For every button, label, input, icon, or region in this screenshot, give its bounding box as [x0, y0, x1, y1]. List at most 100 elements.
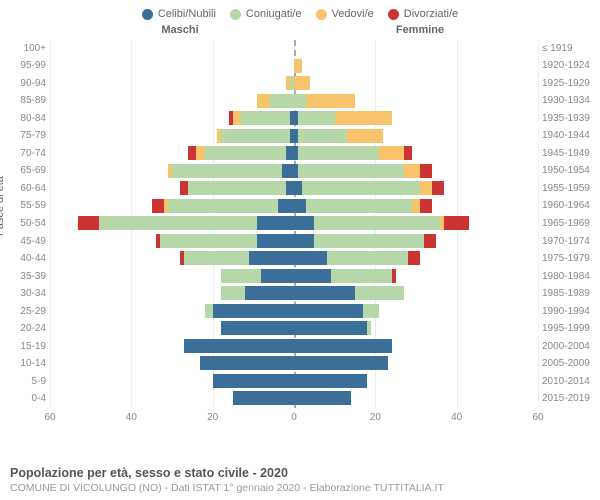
- bar-segment: [286, 181, 294, 195]
- bar-segment: [294, 76, 310, 90]
- legend-item: Divorziati/e: [388, 8, 458, 20]
- header-male: Maschi: [60, 24, 300, 36]
- pyramid-row: [50, 215, 538, 233]
- legend-item: Vedovi/e: [316, 8, 374, 20]
- x-tick: 60: [44, 412, 55, 423]
- bar-segment: [257, 94, 269, 108]
- bar-segment: [294, 234, 314, 248]
- age-label: 80-84: [4, 113, 46, 124]
- age-label: 20-24: [4, 323, 46, 334]
- pyramid-row: [50, 163, 538, 181]
- age-label: 15-19: [4, 341, 46, 352]
- population-pyramid-chart: Fasce di età Anni di nascita 60402002040…: [0, 36, 600, 436]
- bar-segment: [188, 146, 196, 160]
- bar-segment: [184, 251, 249, 265]
- pyramid-row: [50, 285, 538, 303]
- age-label: 55-59: [4, 200, 46, 211]
- legend-label: Divorziati/e: [404, 8, 458, 20]
- bar-segment: [404, 164, 420, 178]
- age-label: 35-39: [4, 271, 46, 282]
- birth-label: 1970-1974: [542, 236, 598, 247]
- pyramid-row: [50, 145, 538, 163]
- bar-segment: [444, 216, 468, 230]
- bar-segment: [168, 199, 278, 213]
- bar-segment: [180, 181, 188, 195]
- bar-segment: [432, 181, 444, 195]
- age-label: 75-79: [4, 130, 46, 141]
- pyramid-row: [50, 373, 538, 391]
- birth-label: 2005-2009: [542, 358, 598, 369]
- plot-area: [50, 40, 538, 408]
- legend-item: Coniugati/e: [230, 8, 302, 20]
- age-label: 100+: [4, 43, 46, 54]
- pyramid-row: [50, 110, 538, 128]
- age-label: 0-4: [4, 393, 46, 404]
- pyramid-row: [50, 268, 538, 286]
- bar-segment: [412, 199, 420, 213]
- legend-dot: [142, 9, 153, 20]
- bar-segment: [392, 269, 396, 283]
- birth-label: 2015-2019: [542, 393, 598, 404]
- legend-dot: [316, 9, 327, 20]
- bar-segment: [278, 199, 294, 213]
- bar-segment: [261, 269, 294, 283]
- birth-label: 2000-2004: [542, 341, 598, 352]
- bar-segment: [404, 146, 412, 160]
- bar-segment: [172, 164, 282, 178]
- gender-headers: Maschi Femmine: [0, 24, 600, 36]
- legend-dot: [388, 9, 399, 20]
- bar-segment: [221, 269, 262, 283]
- bar-segment: [200, 356, 294, 370]
- x-tick: 20: [207, 412, 218, 423]
- bar-segment: [221, 129, 290, 143]
- pyramid-row: [50, 180, 538, 198]
- bar-segment: [233, 111, 241, 125]
- legend-item: Celibi/Nubili: [142, 8, 216, 20]
- bar-segment: [298, 111, 335, 125]
- age-label: 45-49: [4, 236, 46, 247]
- bar-segment: [233, 391, 294, 405]
- bar-segment: [294, 269, 331, 283]
- birth-label: 1940-1944: [542, 130, 598, 141]
- bar-segment: [420, 199, 432, 213]
- pyramid-row: [50, 75, 538, 93]
- birth-label: 1925-1929: [542, 78, 598, 89]
- bar-segment: [327, 251, 408, 265]
- bar-segment: [294, 304, 363, 318]
- bar-segment: [314, 234, 424, 248]
- bar-segment: [249, 251, 294, 265]
- birth-label: 1990-1994: [542, 306, 598, 317]
- bar-segment: [294, 216, 314, 230]
- bar-segment: [420, 181, 432, 195]
- pyramid-row: [50, 320, 538, 338]
- bar-segment: [213, 304, 294, 318]
- x-tick: 20: [370, 412, 381, 423]
- bar-segment: [294, 181, 302, 195]
- bar-segment: [160, 234, 258, 248]
- bar-segment: [298, 164, 404, 178]
- x-tick: 40: [451, 412, 462, 423]
- age-label: 25-29: [4, 306, 46, 317]
- bar-segment: [294, 339, 392, 353]
- bar-segment: [294, 59, 302, 73]
- x-tick: 0: [291, 412, 297, 423]
- chart-title: Popolazione per età, sesso e stato civil…: [10, 466, 590, 480]
- age-label: 30-34: [4, 288, 46, 299]
- pyramid-row: [50, 390, 538, 408]
- pyramid-row: [50, 303, 538, 321]
- bar-segment: [335, 111, 392, 125]
- bar-segment: [331, 269, 392, 283]
- bar-segment: [424, 234, 436, 248]
- legend-label: Vedovi/e: [332, 8, 374, 20]
- age-label: 95-99: [4, 60, 46, 71]
- pyramid-row: [50, 338, 538, 356]
- age-label: 50-54: [4, 218, 46, 229]
- pyramid-row: [50, 250, 538, 268]
- bar-segment: [294, 199, 306, 213]
- pyramid-row: [50, 198, 538, 216]
- pyramid-row: [50, 128, 538, 146]
- bar-segment: [298, 129, 347, 143]
- bar-segment: [294, 374, 367, 388]
- birth-label: 1955-1959: [542, 183, 598, 194]
- bar-segment: [294, 321, 367, 335]
